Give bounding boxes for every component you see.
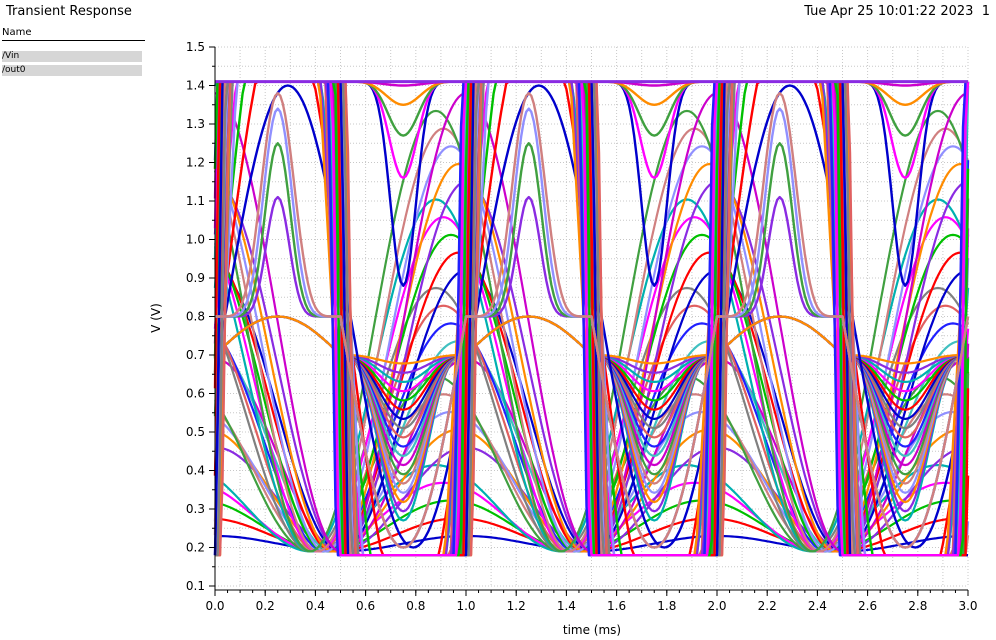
page-number: 1 (981, 4, 990, 19)
y-tick-label: 0.1 (186, 579, 205, 593)
y-tick-label: 0.2 (186, 541, 205, 555)
x-tick-label: 2.0 (707, 599, 726, 613)
x-tick-label: 1.2 (507, 599, 526, 613)
legend-item-out0[interactable]: /out0 (2, 65, 142, 76)
x-tick-label: 2.6 (858, 599, 877, 613)
y-tick-label: 1.5 (186, 40, 205, 54)
x-tick-label: 1.4 (557, 599, 576, 613)
vin-curve (215, 80, 970, 557)
y-tick-label: 0.3 (186, 502, 205, 516)
vin-peak-curve (215, 92, 970, 549)
legend-heading: Name (2, 27, 145, 41)
legend-item-vin[interactable]: /Vin (2, 51, 142, 62)
y-tick-label: 1.2 (186, 156, 205, 170)
timestamp-text: Tue Apr 25 10:01:22 2023 (804, 4, 974, 19)
x-tick-label: 2.2 (758, 599, 777, 613)
y-axis-label: V (V) (149, 303, 163, 333)
chart-title: Transient Response (6, 4, 132, 19)
y-tick-label: 0.7 (186, 348, 205, 362)
x-tick-label: 0.8 (406, 599, 425, 613)
y-tick-label: 1.3 (186, 117, 205, 131)
x-tick-label: 3.0 (958, 599, 977, 613)
x-tick-label: 0.2 (256, 599, 275, 613)
y-tick-label: 1.1 (186, 194, 205, 208)
x-tick-label: 1.0 (456, 599, 475, 613)
timestamp: Tue Apr 25 10:01:22 2023 1 (804, 4, 990, 19)
tick-labels: 0.0 0.2 0.4 0.6 0.8 1.0 1.2 1.4 1.6 1.8 2.0 2.2 2.4 2… (186, 40, 978, 613)
y-tick-label: 0.5 (186, 425, 205, 439)
curve-families (213, 80, 970, 557)
x-tick-label: 1.6 (607, 599, 626, 613)
y-tick-label: 0.9 (186, 271, 205, 285)
x-tick-label: 2.4 (808, 599, 827, 613)
vin-curve (213, 80, 970, 557)
y-tick-label: 1.0 (186, 233, 205, 247)
y-tick-label: 0.8 (186, 310, 205, 324)
x-tick-label: 0.4 (306, 599, 325, 613)
y-tick-label: 0.6 (186, 387, 205, 401)
y-tick-label: 1.4 (186, 79, 205, 93)
x-tick-label: 1.8 (657, 599, 676, 613)
y-tick-label: 0.4 (186, 464, 205, 478)
x-tick-label: 0.0 (205, 599, 224, 613)
x-axis-label: time (ms) (563, 623, 621, 637)
x-tick-label: 0.6 (356, 599, 375, 613)
x-tick-label: 2.8 (908, 599, 927, 613)
vin-curve (213, 80, 970, 557)
